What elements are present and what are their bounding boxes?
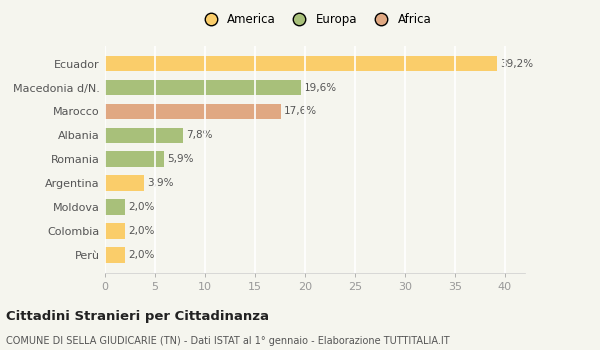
Bar — [105, 175, 144, 191]
Bar — [105, 152, 164, 167]
Text: 5,9%: 5,9% — [167, 154, 193, 164]
Text: 19,6%: 19,6% — [304, 83, 337, 92]
Text: 39,2%: 39,2% — [500, 58, 533, 69]
Legend: America, Europa, Africa: America, Europa, Africa — [194, 8, 436, 30]
Text: COMUNE DI SELLA GIUDICARIE (TN) - Dati ISTAT al 1° gennaio - Elaborazione TUTTIT: COMUNE DI SELLA GIUDICARIE (TN) - Dati I… — [6, 336, 449, 346]
Bar — [105, 223, 125, 239]
Bar — [105, 127, 183, 143]
Text: 2,0%: 2,0% — [128, 250, 154, 260]
Text: 2,0%: 2,0% — [128, 226, 154, 236]
Bar — [105, 247, 125, 262]
Bar — [105, 80, 301, 95]
Text: 3,9%: 3,9% — [147, 178, 173, 188]
Text: 2,0%: 2,0% — [128, 202, 154, 212]
Bar — [105, 199, 125, 215]
Text: 17,6%: 17,6% — [284, 106, 317, 117]
Bar — [105, 56, 497, 71]
Bar — [105, 104, 281, 119]
Text: Cittadini Stranieri per Cittadinanza: Cittadini Stranieri per Cittadinanza — [6, 310, 269, 323]
Text: 7,8%: 7,8% — [186, 130, 212, 140]
